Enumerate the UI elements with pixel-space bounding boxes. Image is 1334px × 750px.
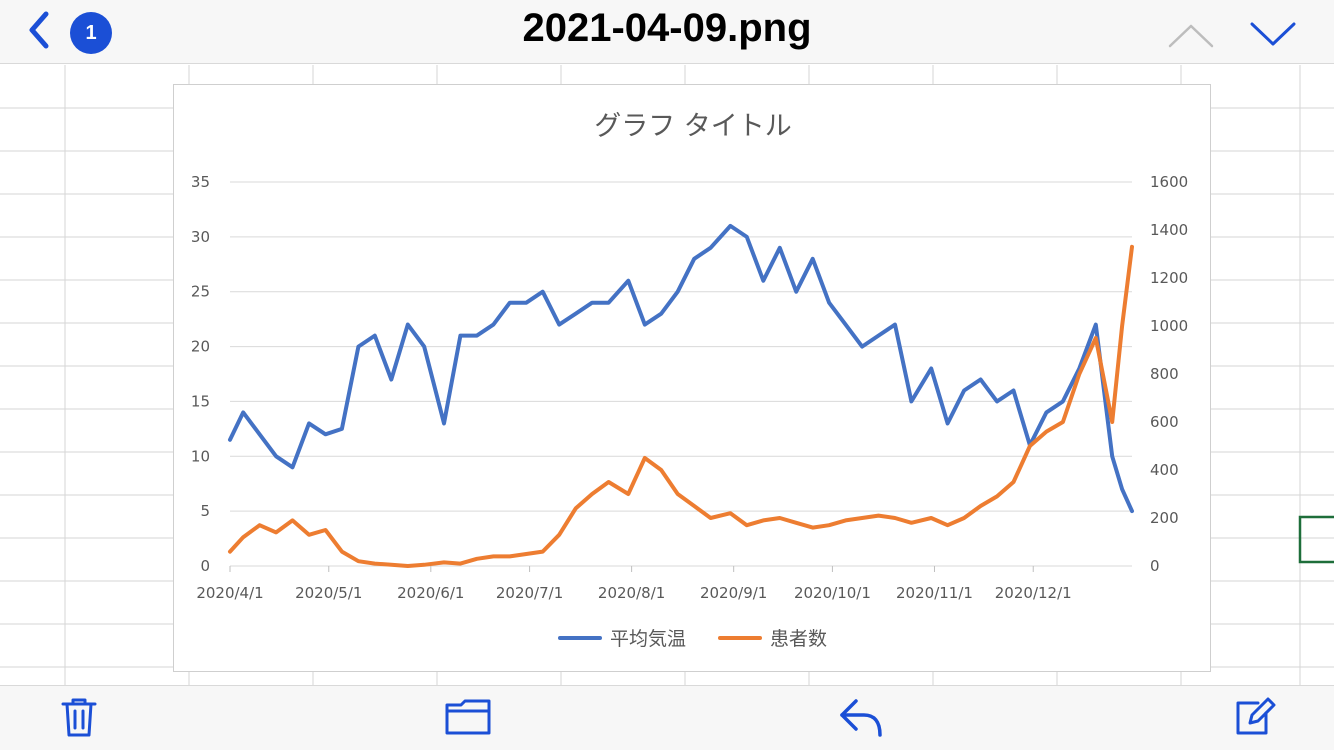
series-line-temperature <box>228 223 1134 514</box>
y-tick-label: 20 <box>191 338 210 356</box>
back-button[interactable] <box>22 10 58 50</box>
y-tick-label: 15 <box>191 392 210 410</box>
y2-tick-label: 0 <box>1150 557 1160 575</box>
y-tick-label: 0 <box>200 557 210 575</box>
reply-button[interactable] <box>834 691 890 743</box>
y2-tick-label: 1400 <box>1150 221 1188 239</box>
chevron-up-icon <box>1168 24 1214 48</box>
x-tick-label: 2020/10/1 <box>794 584 871 602</box>
y-tick-label: 35 <box>191 173 210 191</box>
folder-icon <box>445 699 491 735</box>
x-tick-label: 2020/6/1 <box>397 584 464 602</box>
chevron-left-icon <box>29 11 49 49</box>
y-tick-label: 25 <box>191 283 210 301</box>
chart-title: グラフ タイトル <box>594 111 792 142</box>
chart-area[interactable]: グラフ タイトル 0 5 10 15 20 25 30 35 0 200 400 600 800 1000… <box>173 84 1211 672</box>
y-tick-label: 10 <box>191 447 210 465</box>
selected-cell <box>1298 515 1334 564</box>
legend-label: 患者数 <box>770 628 827 650</box>
y2-tick-label: 1200 <box>1150 269 1188 287</box>
x-tick-label: 2020/9/1 <box>700 584 767 602</box>
y2-tick-label: 600 <box>1150 413 1179 431</box>
x-tick-label: 2020/4/1 <box>196 584 263 602</box>
y-tick-label: 30 <box>191 228 210 246</box>
top-navigation-bar: 1 2021-04-09.png <box>0 0 1334 64</box>
compose-icon <box>1236 697 1276 735</box>
legend-label: 平均気温 <box>610 628 686 650</box>
bottom-toolbar <box>0 685 1334 750</box>
y2-tick-label: 200 <box>1150 509 1179 527</box>
chevron-down-icon <box>1250 22 1296 46</box>
axis-labels: 0 5 10 15 20 25 30 35 0 200 400 600 800 1000 1200 1400 1… <box>191 173 1188 602</box>
move-to-folder-button[interactable] <box>441 691 497 743</box>
y2-tick-label: 1000 <box>1150 317 1188 335</box>
y-tick-label: 5 <box>200 502 210 520</box>
y2-tick-label: 400 <box>1150 461 1179 479</box>
reply-icon <box>840 699 882 737</box>
delete-button[interactable] <box>51 691 107 743</box>
unread-count-badge: 1 <box>70 12 112 54</box>
gridlines <box>230 181 1132 567</box>
line-chart: グラフ タイトル 0 5 10 15 20 25 30 35 0 200 400 600 800 1000… <box>191 111 1188 650</box>
x-tick-label: 2020/12/1 <box>995 584 1072 602</box>
file-title: 2021-04-09.png <box>522 6 812 50</box>
y2-tick-label: 800 <box>1150 365 1179 383</box>
compose-button[interactable] <box>1226 691 1282 743</box>
y2-tick-label: 1600 <box>1150 173 1188 191</box>
previous-item-button[interactable] <box>1166 18 1216 52</box>
legend: 平均気温 患者数 <box>558 628 827 650</box>
x-tick-label: 2020/5/1 <box>295 584 362 602</box>
x-tick-label: 2020/7/1 <box>496 584 563 602</box>
next-item-button[interactable] <box>1248 18 1298 52</box>
series-line-patients <box>228 244 1134 568</box>
x-tick-label: 2020/11/1 <box>896 584 973 602</box>
trash-icon <box>61 698 97 737</box>
data-series <box>228 223 1134 568</box>
x-tick-label: 2020/8/1 <box>598 584 665 602</box>
